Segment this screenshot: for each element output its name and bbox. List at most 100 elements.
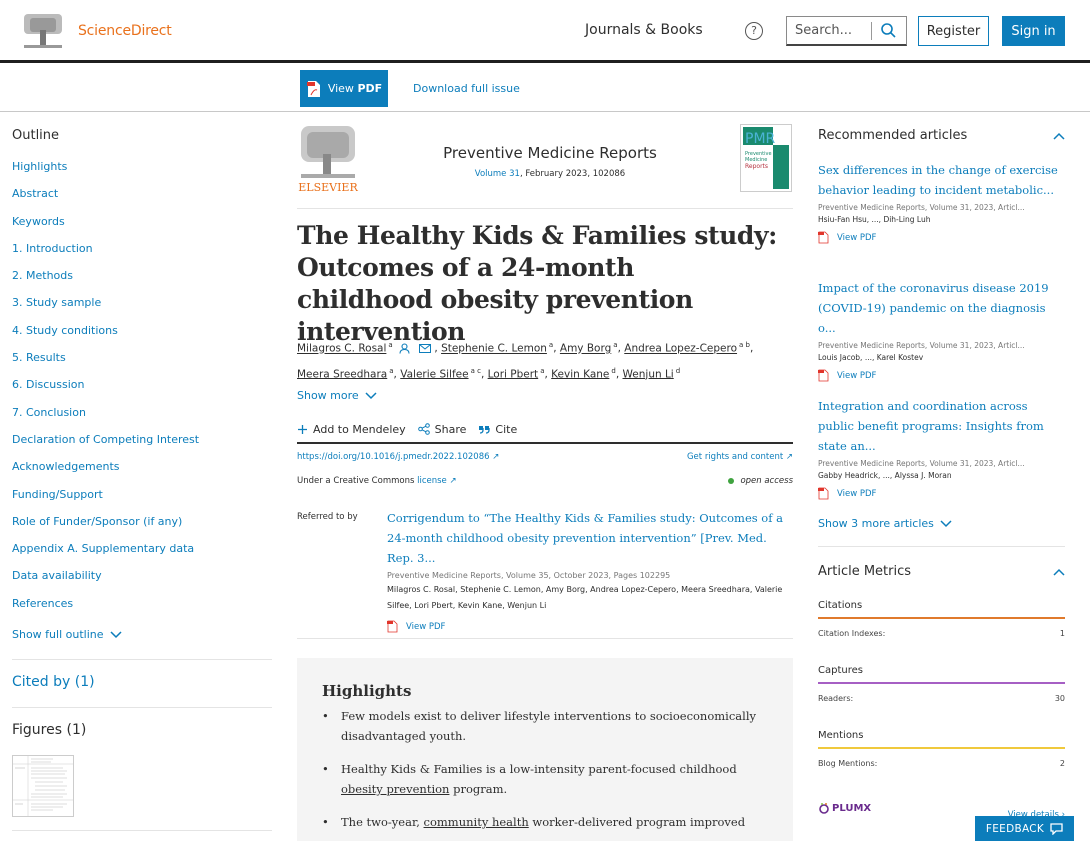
outline-item-highlights[interactable]: Highlights xyxy=(12,160,68,173)
share-label: Share xyxy=(434,422,467,436)
view-pdf-label: View PDF xyxy=(837,488,877,499)
actions-divider xyxy=(297,442,793,444)
topic-link[interactable]: community health xyxy=(423,815,529,829)
referred-to-by-label: Referred to by xyxy=(297,512,358,522)
recommended-article-title-link[interactable]: Sex differences in the change of exercis… xyxy=(818,163,1058,197)
recommended-view-pdf-link[interactable]: View PDF xyxy=(818,231,1065,244)
outline-item-introduction[interactable]: 1. Introduction xyxy=(12,241,93,255)
outline-item-conclusion[interactable]: 7. Conclusion xyxy=(12,405,86,419)
license-prefix: Under a Creative Commons xyxy=(297,476,418,486)
brand-name[interactable]: ScienceDirect xyxy=(78,23,172,39)
recommended-view-pdf-link[interactable]: View PDF xyxy=(818,369,1065,382)
outline-item-role-of-funder[interactable]: Role of Funder/Sponsor (if any) xyxy=(12,514,183,528)
show-full-outline-button[interactable]: Show full outline xyxy=(12,628,272,641)
author-link[interactable]: Stephenie C. Lemon xyxy=(441,342,547,355)
pdf-icon xyxy=(306,80,320,97)
show-more-button[interactable]: Show more xyxy=(297,389,377,402)
cite-label: Cite xyxy=(495,422,518,436)
elsevier-tree-logo[interactable] xyxy=(22,12,64,50)
site-header: ScienceDirect Journals & Books ? Registe… xyxy=(0,0,1090,63)
author-link[interactable]: Wenjun Li xyxy=(622,368,674,380)
recommended-header[interactable]: Recommended articles xyxy=(818,128,1065,143)
rights-link[interactable]: Get rights and content ↗ xyxy=(687,452,793,462)
mendeley-label: Add to Mendeley xyxy=(313,422,406,436)
author-affiliation: a b xyxy=(739,341,750,349)
author-link[interactable]: Milagros C. Rosal xyxy=(297,342,387,355)
download-full-issue-link[interactable]: Download full issue xyxy=(413,82,520,95)
metrics-title: Article Metrics xyxy=(818,564,912,579)
referred-view-pdf-link[interactable]: View PDF xyxy=(387,620,793,633)
highlights-heading: Highlights xyxy=(322,682,412,700)
outline-item-abstract[interactable]: Abstract xyxy=(12,187,59,201)
show-more-articles-button[interactable]: Show 3 more articles xyxy=(818,517,952,530)
recommended-article-title-link[interactable]: Integration and coordination across publ… xyxy=(818,399,1044,453)
author-affiliation: d xyxy=(675,366,681,375)
journals-books-link[interactable]: Journals & Books xyxy=(585,22,703,38)
article-title: The Healthy Kids & Families study: Outco… xyxy=(297,221,777,346)
pdf-icon xyxy=(818,231,829,244)
quote-icon xyxy=(479,426,491,434)
volume-link[interactable]: Volume 31 xyxy=(474,169,520,179)
outline-item-methods[interactable]: 2. Methods xyxy=(12,269,73,283)
view-details-link[interactable]: View details › xyxy=(1007,810,1065,820)
outline-item-funding[interactable]: Funding/Support xyxy=(12,487,103,501)
elsevier-logo[interactable]: ELSEVIER xyxy=(297,124,359,194)
sidebar-divider xyxy=(12,830,272,831)
feedback-button[interactable]: FEEDBACK xyxy=(975,816,1074,841)
email-icon[interactable] xyxy=(419,344,432,353)
outline-item-appendix-a[interactable]: Appendix A. Supplementary data xyxy=(12,542,195,556)
outline-item-competing-interest[interactable]: Declaration of Competing Interest xyxy=(12,432,200,446)
external-link-icon: ↗ xyxy=(449,476,457,486)
author-link[interactable]: Meera Sreedhara xyxy=(297,368,388,380)
outline-item-data-availability[interactable]: Data availability xyxy=(12,569,102,583)
feedback-label: FEEDBACK xyxy=(985,822,1045,835)
open-access-label: open access xyxy=(740,476,793,486)
pdf-icon xyxy=(387,620,398,633)
cite-button[interactable]: Cite xyxy=(478,423,517,436)
author-affiliation: a xyxy=(548,341,554,349)
topic-link[interactable]: obesity prevention xyxy=(341,782,450,796)
pdf-icon xyxy=(818,487,829,500)
outline-item-study-sample[interactable]: 3. Study sample xyxy=(12,296,102,310)
chat-bubble-icon xyxy=(1050,822,1063,835)
cited-by-link[interactable]: Cited by (1) xyxy=(12,674,95,690)
view-pdf-button[interactable]: View PDF xyxy=(300,70,388,107)
outline-item-keywords[interactable]: Keywords xyxy=(12,214,65,228)
chevron-up-icon[interactable] xyxy=(1053,568,1065,576)
license-link[interactable]: license ↗ xyxy=(417,476,457,486)
add-to-mendeley-button[interactable]: Add to Mendeley xyxy=(297,423,406,436)
author-link[interactable]: Valerie Silfee xyxy=(400,368,469,380)
recommended-article-title-link[interactable]: Impact of the coronavirus disease 2019 (… xyxy=(818,281,1049,335)
help-icon[interactable]: ? xyxy=(745,22,763,40)
author-link[interactable]: Andrea Lopez-Cepero xyxy=(624,342,738,355)
figure-thumbnail[interactable] xyxy=(12,755,74,817)
recommended-article-authors: Hsiu-Fan Hsu, ..., Dih-Ling Luh xyxy=(818,215,931,224)
outline-item-references[interactable]: References xyxy=(12,596,74,610)
outline-item-acknowledgements[interactable]: Acknowledgements xyxy=(12,460,120,474)
author-link[interactable]: Kevin Kane xyxy=(551,368,610,380)
journal-name[interactable]: Preventive Medicine Reports xyxy=(443,144,657,162)
outline-item-results[interactable]: 5. Results xyxy=(12,351,66,365)
pmr-cover-image: PMR Preventive Medicine Reports xyxy=(741,125,791,191)
outline-title: Outline xyxy=(12,128,60,143)
recommended-article-authors: Louis Jacob, ..., Karel Kostev xyxy=(818,353,924,362)
plumx-logo[interactable]: PLUMX xyxy=(818,802,871,814)
author-link[interactable]: Lori Pbert xyxy=(487,368,539,380)
recommended-view-pdf-link[interactable]: View PDF xyxy=(818,487,1065,500)
signin-button[interactable]: Sign in xyxy=(1002,16,1065,46)
share-button[interactable]: Share xyxy=(417,422,467,436)
metrics-header[interactable]: Article Metrics xyxy=(818,564,1065,579)
doi-link[interactable]: https://doi.org/10.1016/j.pmedr.2022.102… xyxy=(297,452,499,462)
outline-item-discussion[interactable]: 6. Discussion xyxy=(12,378,85,392)
author-link[interactable]: Amy Borg xyxy=(559,342,612,355)
person-icon[interactable] xyxy=(399,343,410,354)
sidebar-divider xyxy=(818,546,1065,547)
chevron-up-icon[interactable] xyxy=(1053,132,1065,140)
journal-cover[interactable]: PMR Preventive Medicine Reports xyxy=(740,124,792,192)
referred-article-title-link[interactable]: Corrigendum to “The Healthy Kids & Famil… xyxy=(387,511,783,565)
search-button[interactable] xyxy=(872,17,904,45)
register-button[interactable]: Register xyxy=(918,16,989,46)
metrics-row-label: Blog Mentions: xyxy=(818,759,878,768)
search-input[interactable] xyxy=(787,23,871,38)
outline-item-study-conditions[interactable]: 4. Study conditions xyxy=(12,323,118,337)
